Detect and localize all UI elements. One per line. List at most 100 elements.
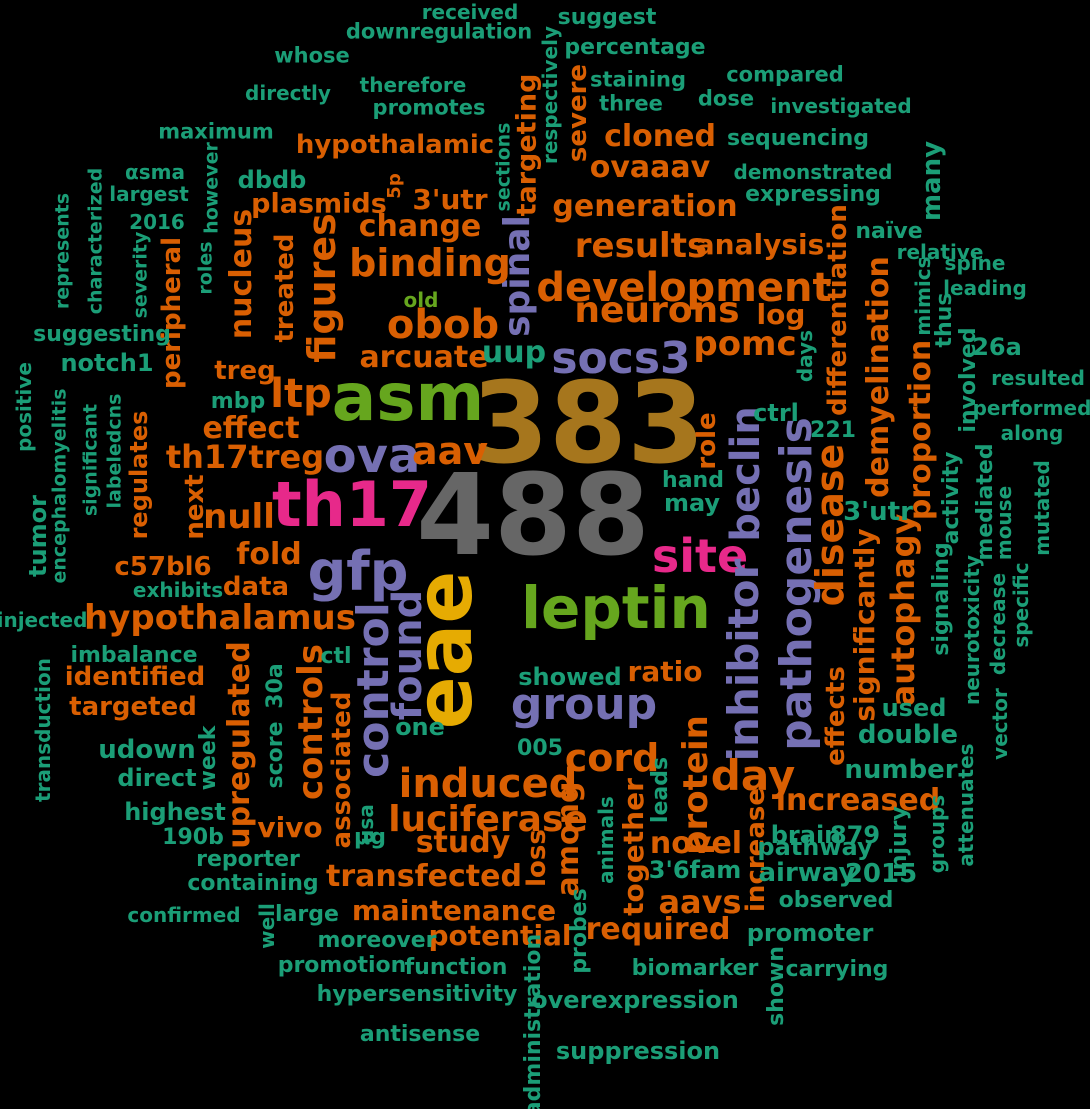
word: neurons [574,290,740,331]
word: directly [245,81,331,105]
word: 005 [517,736,563,761]
word: regulates [125,410,153,540]
word: analysis [695,228,825,261]
word: together [617,778,650,916]
word: containing [187,871,319,896]
word: asm [331,359,485,436]
word: 488 [416,451,650,581]
word: demyelination [861,256,896,498]
word: group [510,679,658,730]
word: ova [323,428,421,484]
word: largest [109,182,189,206]
word: direct [117,764,197,792]
word: relative [896,240,984,264]
word: overexpression [531,986,739,1014]
word: 190b [162,825,224,850]
word: score [263,721,288,789]
word: represents [51,192,74,310]
word: upregulated [222,641,257,849]
word: investigated [770,94,912,118]
word: luciferase [388,799,588,840]
word: large [275,902,339,927]
word: ctrl [753,399,799,427]
word: function [404,955,508,980]
word: expressing [745,182,881,207]
word: novel [649,826,743,861]
word: αsma [125,160,185,184]
word: ratio [627,655,703,688]
word: site [651,529,749,583]
word: however [200,142,223,234]
word: socs3 [551,333,691,384]
word: 2015 [844,859,918,889]
word: binding [349,241,511,285]
word: associated [327,691,357,849]
word: inhibitor [719,558,768,762]
word: peripheral [157,236,187,390]
word: used [881,694,947,722]
word: promotes [372,95,486,120]
word: results [574,226,708,266]
word: percentage [564,35,706,60]
word: suggest [557,5,657,30]
word: treated [270,233,300,343]
word: showed [518,663,622,691]
word: dbdb [237,166,307,194]
word: old [403,288,439,312]
word: ovaaav [589,150,711,185]
word: next [180,474,210,540]
word: targeting [511,73,543,217]
word: change [358,209,482,244]
word: antisense [359,1022,481,1047]
word: fold [236,537,302,572]
word: nucleus [224,208,259,340]
word: transfected [326,859,522,894]
word: aav [411,429,489,473]
word: μg [354,825,386,850]
word: 3'utr [412,183,488,216]
word: ctl [320,644,352,669]
word: spine [944,251,1006,275]
word: along [1000,421,1064,445]
word: figures [300,213,344,363]
word: day [710,751,796,800]
word: carrying [785,957,889,982]
word: signaling [929,542,954,656]
word: highest [124,798,226,826]
word: week [196,725,221,791]
word: hypothalamic [295,130,495,160]
word: double [857,720,959,750]
word: 2016 [129,210,185,234]
word: whose [274,43,350,68]
word: leads [648,756,673,824]
word: suggesting [33,322,171,347]
word: received [421,0,519,24]
word: mutated [1030,460,1054,556]
word: effect [202,411,300,446]
word: increased [775,783,941,818]
word: thus [932,292,957,348]
word: number [844,755,958,785]
word: imbalance [70,643,198,668]
word: days [793,329,817,383]
word: maximum [158,119,274,144]
word: sequencing [726,126,870,151]
word: aavs [658,883,742,921]
word: confirmed [127,903,241,927]
word: pathway [757,833,873,861]
word: generation [552,189,738,224]
word: neurotoxicity [960,554,984,706]
word: identified [64,662,206,692]
word: mimics [911,256,935,336]
word: injury [887,806,912,878]
word: gfp [307,540,409,603]
word: encephalomyelitis [48,388,71,584]
word: treg [214,356,276,386]
word: development [536,265,832,311]
word: mouse [992,485,1016,561]
word: study [415,825,511,860]
word: plasmids [251,188,387,220]
word: one [395,713,445,741]
word: specific [1009,562,1033,648]
